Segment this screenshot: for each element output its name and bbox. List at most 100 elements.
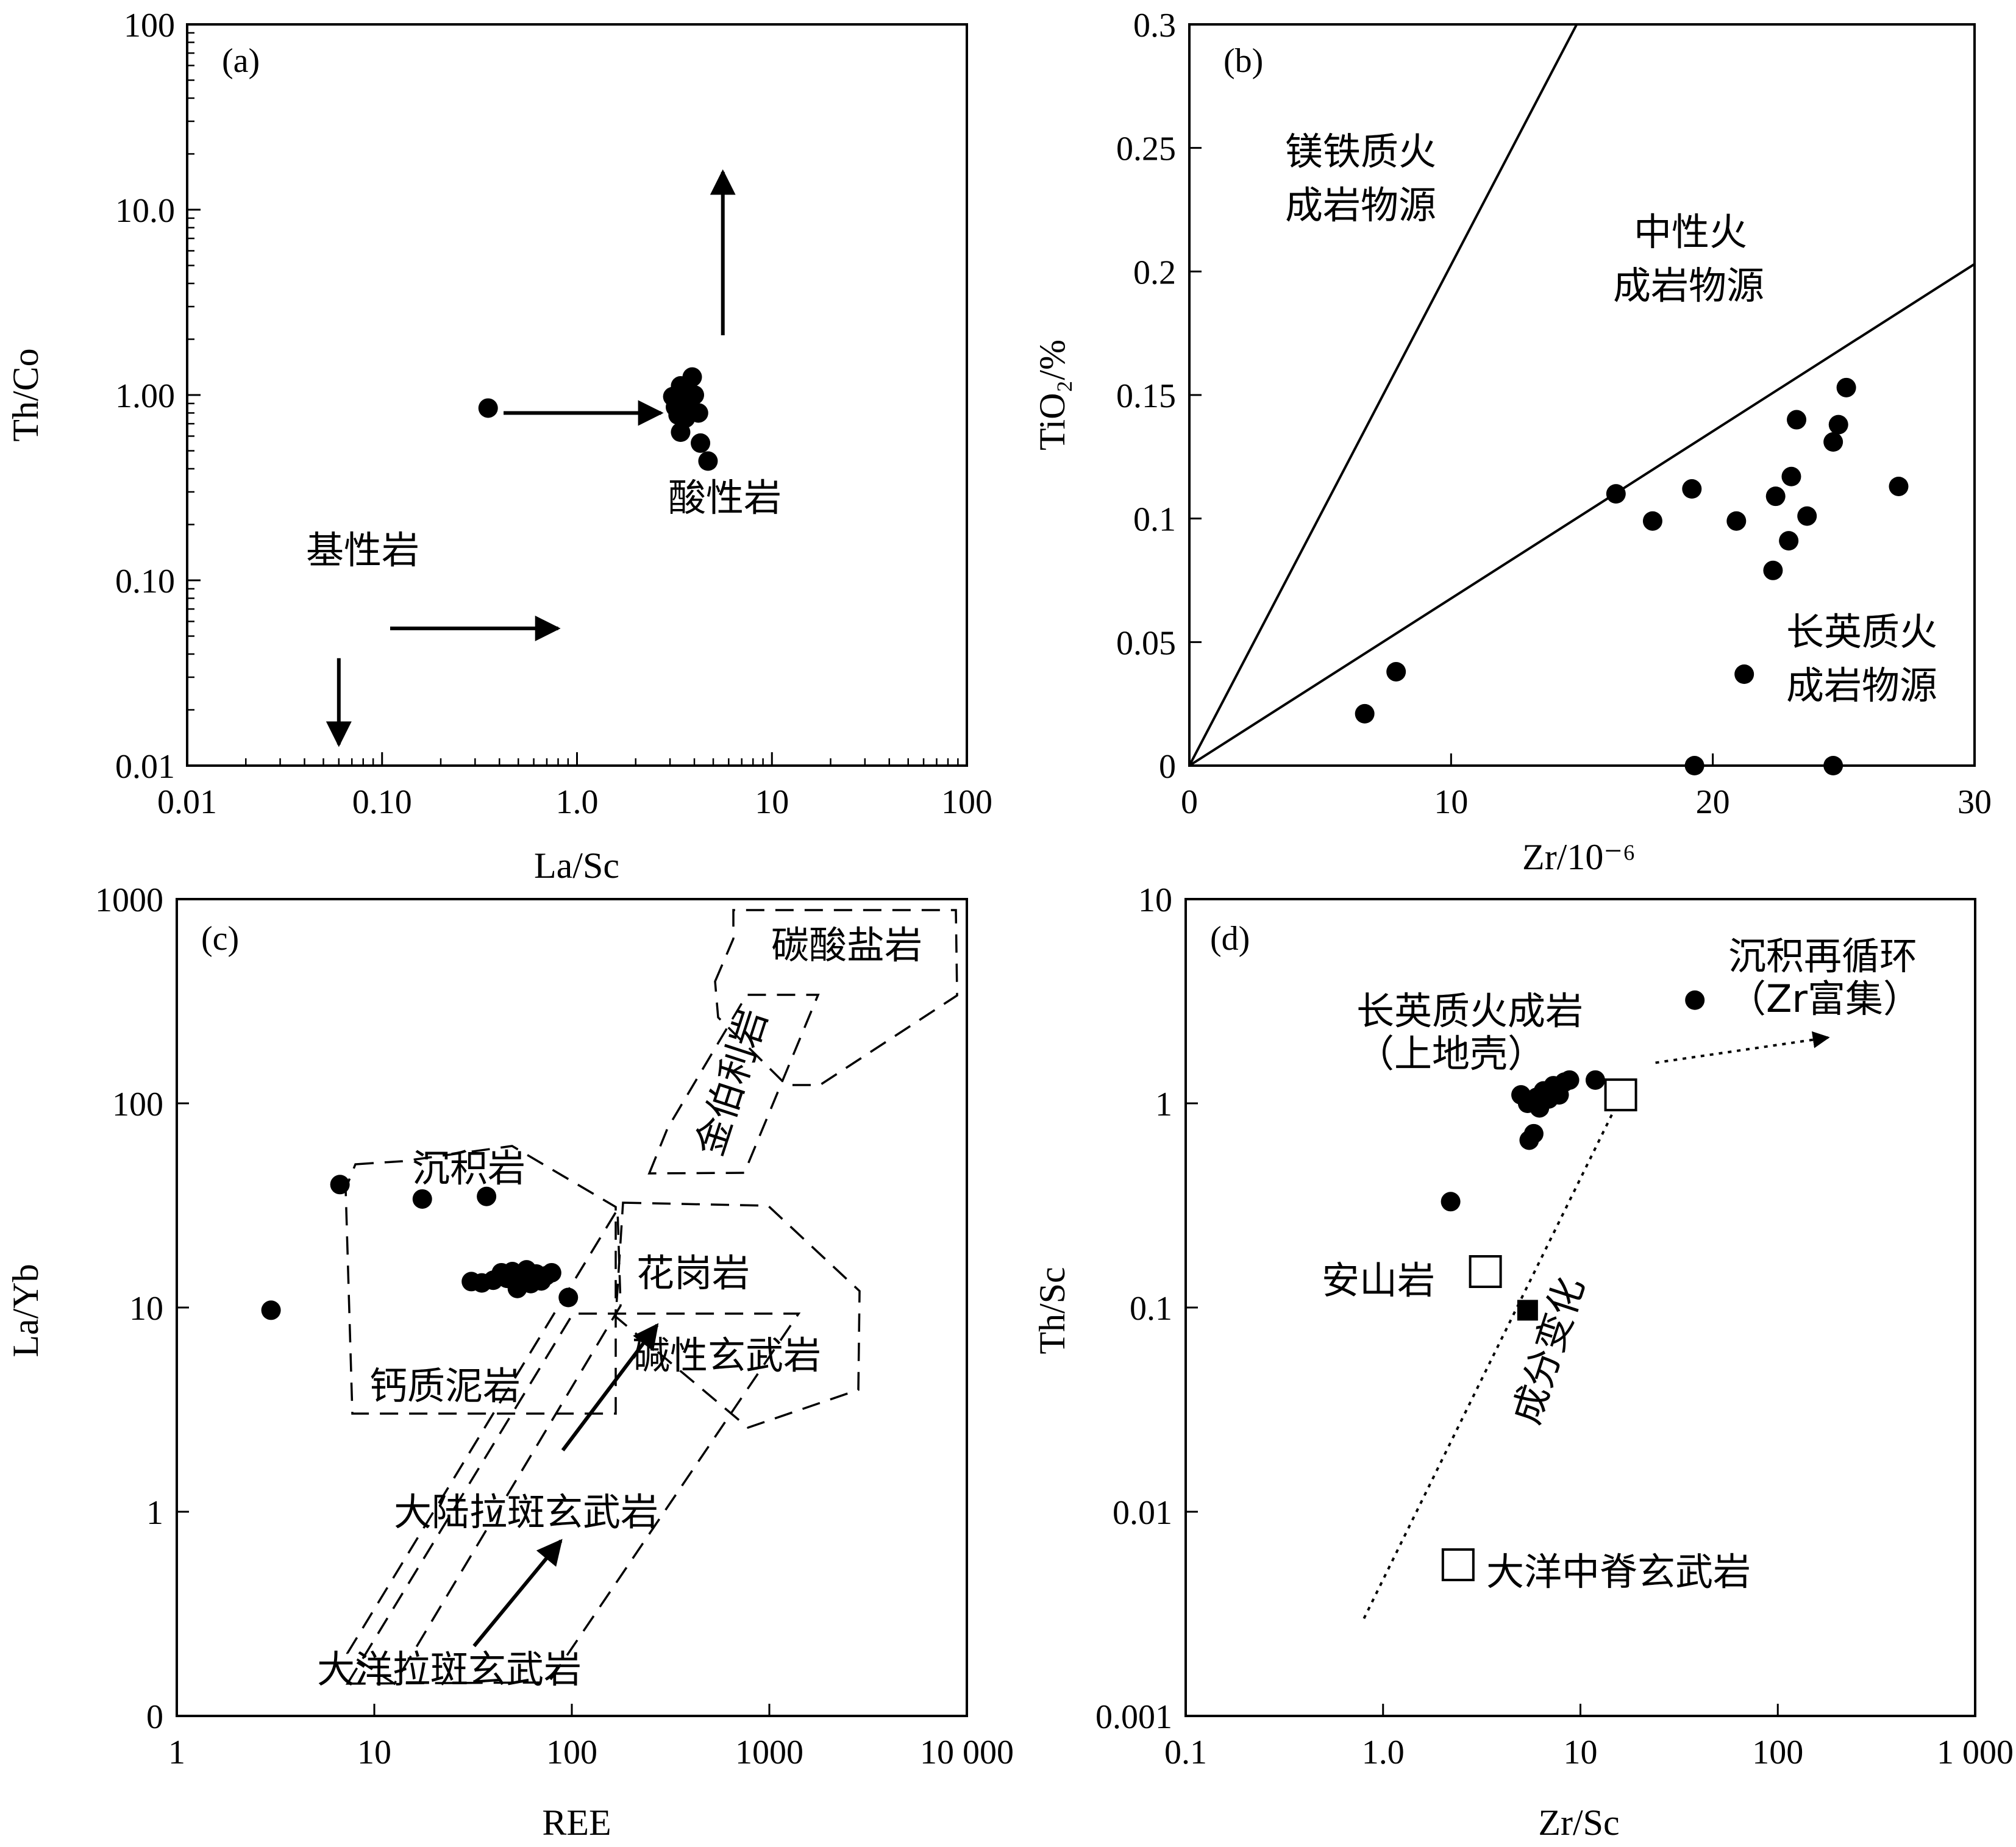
region-label-intermediate-1: 中性火 <box>1634 210 1747 254</box>
x-tick-label: 10 000 <box>920 1734 1014 1771</box>
reference-marker-filled <box>1517 1300 1538 1321</box>
data-point <box>1765 486 1786 507</box>
x-tick-label: 100 <box>941 783 992 821</box>
x-tick-label: 1 000 <box>1937 1734 2014 1771</box>
y-tick-label: 1 <box>146 1494 163 1532</box>
x-axis-title: Zr/Sc <box>1538 1803 1619 1843</box>
data-point <box>671 422 691 443</box>
data-point <box>1836 377 1856 397</box>
data-point <box>1559 1070 1580 1090</box>
y-tick-label: 0.05 <box>1116 624 1176 662</box>
data-point <box>682 367 702 387</box>
x-tick-label: 20 <box>1696 783 1730 821</box>
region-kimberlite <box>647 994 820 1175</box>
region-granite <box>614 1201 861 1429</box>
x-tick-label: 0.10 <box>352 783 412 821</box>
data-point <box>1889 476 1909 496</box>
region-label-continental-tholeiite: 大陆拉斑玄武岩 <box>394 1490 658 1534</box>
region-label-felsic-1: 长英质火 <box>1786 610 1937 654</box>
data-point <box>1779 531 1799 551</box>
data-point <box>1726 511 1747 531</box>
plot-frame <box>186 23 968 767</box>
data-point <box>688 403 708 423</box>
arrow <box>472 1539 563 1648</box>
region-label-oceanic-tholeiite: 大洋拉斑玄武岩 <box>317 1647 582 1692</box>
x-tick-label: 10 <box>1564 1734 1598 1771</box>
y-tick-label: 10 <box>129 1290 163 1328</box>
x-tick-label: 10 <box>357 1734 391 1771</box>
y-tick-label: 1.00 <box>115 377 175 415</box>
region-label-felsic-2: 成岩物源 <box>1786 663 1937 708</box>
x-axis-title: REE <box>542 1803 611 1843</box>
y-tick-label: 0.3 <box>1133 7 1176 44</box>
data-point <box>1585 1070 1605 1090</box>
region-label-alkali-basalt: 碱性玄武岩 <box>632 1333 821 1378</box>
recycling-arrow <box>1655 1031 1830 1064</box>
y-tick-label: 100 <box>112 1086 163 1123</box>
region-sedimentary <box>344 1145 617 1415</box>
data-point <box>261 1300 281 1320</box>
y-axis-title: La/Yb <box>5 1264 46 1357</box>
x-tick-label: 1000 <box>735 1734 803 1771</box>
data-point <box>1684 756 1704 775</box>
y-tick-label: 10 <box>1138 881 1172 919</box>
region-label-mafic-2: 成岩物源 <box>1285 183 1436 227</box>
y-tick-label: 0.15 <box>1116 377 1176 415</box>
region-continental-tholeiite <box>346 1206 622 1685</box>
reference-marker-open <box>1469 1255 1502 1289</box>
data-point <box>698 451 718 471</box>
reference-marker-open <box>1604 1078 1637 1112</box>
data-point <box>1441 1192 1461 1212</box>
x-axis-title: La/Sc <box>534 845 619 886</box>
data-point <box>1734 664 1754 685</box>
y-tick-label: 1000 <box>95 881 163 919</box>
x-tick-label: 0.1 <box>1164 1734 1207 1771</box>
x-tick-label: 1.0 <box>1362 1734 1405 1771</box>
y-tick-label: 0.1 <box>1130 1290 1172 1328</box>
y-axis-title: Th/Co <box>5 348 46 441</box>
data-point <box>1823 432 1843 452</box>
arrow <box>561 1323 659 1451</box>
y-tick-label: 100 <box>124 7 175 44</box>
data-point <box>1386 661 1406 682</box>
annotation-zr-enrichment: （Zr富集） <box>1728 977 1921 1021</box>
y-tick-label: 0 <box>1159 748 1176 786</box>
panel-label: (b) <box>1223 42 1263 80</box>
panel-label: (c) <box>201 920 239 958</box>
region-oceanic-tholeiite <box>345 1312 801 1685</box>
boundary-line <box>1188 263 1976 767</box>
annotation-morb: 大洋中脊玄武岩 <box>1486 1550 1751 1594</box>
annotation-felsic-igneous: 长英质火成岩 <box>1356 989 1583 1033</box>
x-tick-label: 100 <box>546 1734 597 1771</box>
y-tick-label: 0.01 <box>1113 1494 1172 1532</box>
y-tick-label: 1 <box>1155 1086 1172 1123</box>
data-point <box>1606 484 1626 504</box>
data-point <box>478 398 498 418</box>
x-tick-label: 1 <box>168 1734 185 1771</box>
y-tick-label: 0.10 <box>115 563 175 600</box>
data-point <box>1828 415 1848 435</box>
x-tick-label: 0.01 <box>157 783 217 821</box>
annotation-andesite: 安山岩 <box>1322 1258 1435 1303</box>
region-label-granite: 花岗岩 <box>636 1251 750 1295</box>
data-point <box>1682 479 1702 499</box>
data-point <box>477 1186 497 1206</box>
x-tick-label: 10 <box>1434 783 1468 821</box>
panel-label: (d) <box>1210 920 1250 958</box>
data-point <box>666 397 686 417</box>
panel-b: 0 10 20 30 0 0.05 0.1 0.15 0.2 0.25 0.3 (b) 镁铁质火 成… <box>1032 7 1992 877</box>
y-tick-label: 0 <box>146 1698 163 1736</box>
data-point <box>1797 506 1817 526</box>
data-point <box>691 433 711 453</box>
x-axis-title: Zr/10⁻⁶ <box>1522 837 1636 877</box>
plot-frame <box>176 898 968 1717</box>
data-point <box>1523 1123 1544 1144</box>
data-point <box>1823 756 1843 775</box>
data-point <box>1763 560 1783 580</box>
region-label-carbonate: 碳酸盐岩 <box>771 923 922 967</box>
annotation-composition-change: 成分变化 <box>1504 1272 1593 1429</box>
data-point <box>1355 703 1375 724</box>
